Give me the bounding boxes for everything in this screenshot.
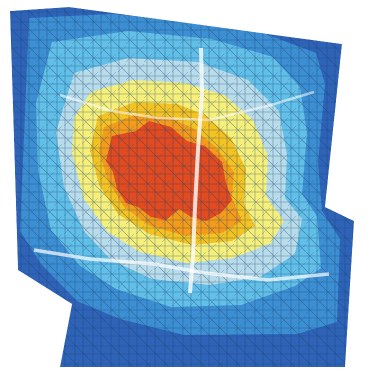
main-road-east-west bbox=[33, 248, 330, 282]
main-road-diagonal bbox=[59, 90, 315, 122]
main-road-north-south bbox=[188, 47, 205, 294]
